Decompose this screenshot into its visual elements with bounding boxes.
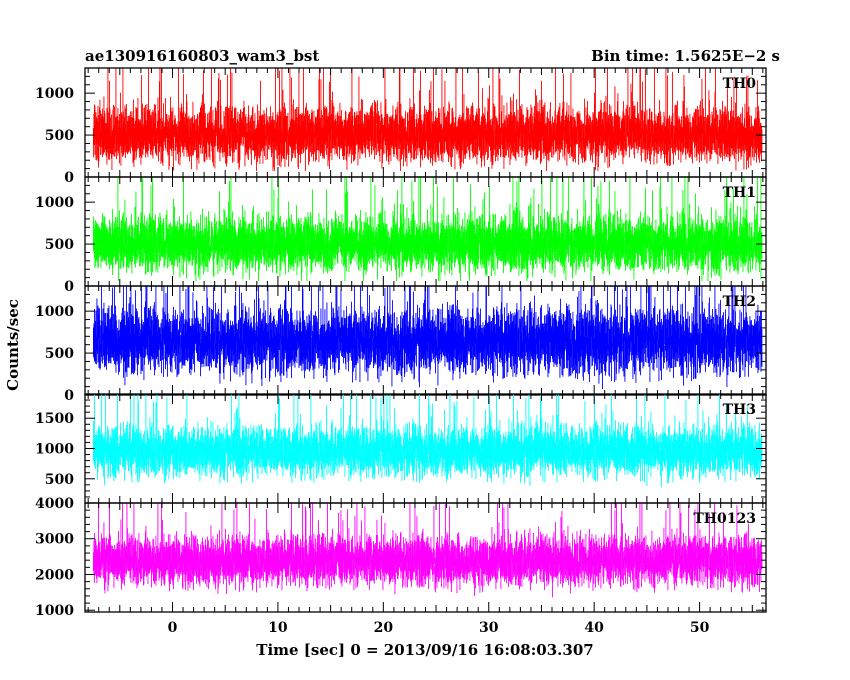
y-tick-label: 1000: [35, 86, 74, 102]
y-tick-label: 1000: [35, 195, 74, 211]
y-tick-label: 500: [45, 237, 74, 253]
panel-label: TH2: [723, 294, 756, 310]
y-tick-label: 0: [64, 388, 74, 404]
series-th2: [92, 286, 763, 390]
panel-label: TH0123: [693, 511, 756, 527]
plot-title: ae130916160803_wam3_bst: [85, 47, 319, 65]
panel-th0: 0 500 1000 TH0: [35, 67, 767, 186]
series-th3: [92, 394, 763, 488]
y-tick-label: 1000: [35, 304, 74, 320]
series-th0: [92, 68, 763, 172]
y-tick-label: 1500: [35, 411, 74, 427]
panel-label: TH0: [723, 76, 757, 92]
panel-label: TH3: [723, 402, 756, 418]
y-tick-label: 500: [45, 128, 74, 144]
y-tick-label: 0: [64, 279, 74, 295]
x-axis-label: Time [sec] 0 = 2013/09/16 16:08:03.307: [256, 641, 593, 659]
y-tick-label: 500: [45, 472, 74, 488]
y-tick-label: 0: [64, 170, 74, 186]
y-tick-label: 1000: [35, 442, 74, 458]
panel-th3: 500 1000 1500 TH3: [35, 393, 767, 504]
panel-label: TH1: [723, 185, 756, 201]
series-th1: [92, 177, 763, 281]
x-tick-label: 20: [374, 620, 394, 636]
series-th0123: [92, 503, 763, 598]
x-tick-label: 40: [584, 620, 604, 636]
x-tick-label: 30: [479, 620, 499, 636]
y-axis-label: Counts/sec: [4, 299, 22, 391]
panel-th2: 0 500 1000 TH2: [35, 285, 767, 404]
y-tick-label: 2000: [35, 567, 74, 583]
y-tick-label: 3000: [35, 532, 74, 548]
panels-group: 05001000TH005001000TH105001000TH25001000…: [35, 67, 767, 636]
panel-th1: 0 500 1000 TH1: [35, 176, 767, 295]
y-tick-label: 4000: [35, 496, 74, 512]
y-tick-label: 1000: [35, 603, 74, 619]
y-tick-label: 500: [45, 346, 74, 362]
x-tick-label: 0: [168, 620, 178, 636]
x-tick-label: 10: [268, 620, 288, 636]
x-tick-label: 50: [690, 620, 710, 636]
panel-th0123: 1000 2000 3000 4000 TH0123: [35, 496, 767, 619]
bin-time-label: Bin time: 1.5625E−2 s: [591, 47, 780, 65]
